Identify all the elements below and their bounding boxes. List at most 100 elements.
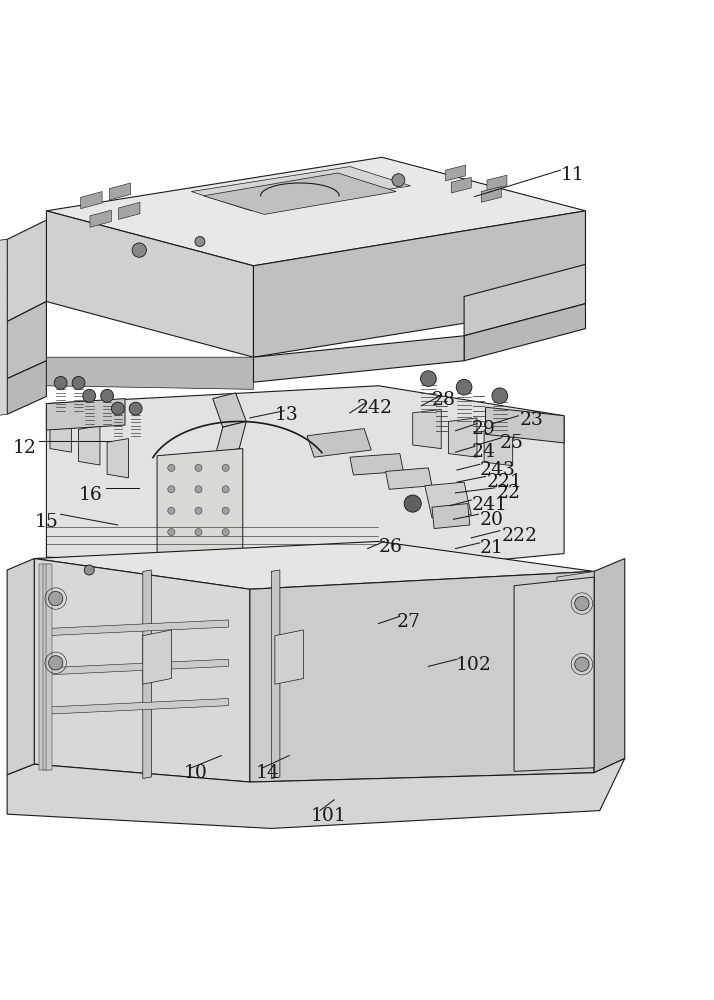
Text: 13: 13 [275,406,298,424]
Polygon shape [432,504,470,529]
Polygon shape [250,571,594,782]
Polygon shape [0,316,7,323]
Text: 23: 23 [520,411,543,429]
Polygon shape [0,239,7,418]
Polygon shape [594,559,625,773]
Polygon shape [157,449,243,557]
Circle shape [222,464,229,471]
Polygon shape [191,167,411,211]
Polygon shape [39,564,45,770]
Polygon shape [0,310,7,317]
Text: 102: 102 [456,656,491,674]
Text: 222: 222 [501,527,537,545]
Circle shape [195,507,202,514]
Circle shape [392,174,405,187]
Polygon shape [119,202,140,219]
Text: 25: 25 [500,434,524,452]
Polygon shape [0,304,7,311]
Text: 27: 27 [396,613,421,631]
Polygon shape [7,758,625,828]
Text: 243: 243 [480,461,516,479]
Circle shape [195,237,205,247]
Polygon shape [46,620,228,636]
Polygon shape [46,659,228,675]
Polygon shape [307,429,371,457]
Polygon shape [43,564,49,770]
Circle shape [195,464,202,471]
Text: 12: 12 [13,439,36,457]
Polygon shape [425,482,471,518]
Polygon shape [557,571,594,649]
Polygon shape [34,541,594,589]
Polygon shape [350,454,403,475]
Circle shape [492,388,508,404]
Text: 24: 24 [471,443,496,461]
Circle shape [421,371,436,386]
Circle shape [222,507,229,514]
Text: 221: 221 [487,473,523,491]
Polygon shape [0,269,7,276]
Polygon shape [143,630,171,684]
Polygon shape [90,210,111,227]
Polygon shape [34,559,250,782]
Circle shape [101,389,114,402]
Text: 10: 10 [184,764,208,782]
Circle shape [111,402,124,415]
Polygon shape [0,239,7,246]
Polygon shape [46,357,253,389]
Polygon shape [7,220,46,322]
Text: 22: 22 [496,484,521,502]
Polygon shape [0,286,7,293]
Polygon shape [203,173,396,214]
Polygon shape [46,698,228,714]
Polygon shape [81,192,102,209]
Polygon shape [486,407,564,443]
Circle shape [49,591,63,606]
Text: 16: 16 [79,486,102,504]
Circle shape [404,495,421,512]
Polygon shape [448,418,477,457]
Circle shape [222,486,229,493]
Polygon shape [0,292,7,299]
Polygon shape [253,211,585,357]
Circle shape [168,464,175,471]
Text: 242: 242 [357,399,393,417]
Polygon shape [464,304,585,361]
Polygon shape [7,361,46,414]
Polygon shape [481,187,501,202]
Polygon shape [386,468,432,489]
Circle shape [168,529,175,536]
Polygon shape [216,421,246,454]
Circle shape [54,376,67,389]
Circle shape [49,656,63,670]
Polygon shape [484,426,513,466]
Text: 101: 101 [311,807,346,825]
Polygon shape [213,393,246,427]
Circle shape [168,486,175,493]
Text: 20: 20 [480,511,504,529]
Circle shape [83,389,96,402]
Polygon shape [0,245,7,252]
Circle shape [72,376,85,389]
Polygon shape [107,439,129,478]
Text: 241: 241 [471,496,507,514]
Polygon shape [46,386,564,571]
Circle shape [195,529,202,536]
Polygon shape [275,630,303,684]
Text: 28: 28 [432,391,456,409]
Circle shape [575,657,589,671]
Text: 26: 26 [378,538,402,556]
Circle shape [132,243,146,257]
Polygon shape [46,157,585,266]
Text: 11: 11 [560,166,584,184]
Circle shape [84,565,94,575]
Polygon shape [109,183,131,200]
Polygon shape [0,257,7,264]
Circle shape [456,379,472,395]
Polygon shape [143,570,151,778]
Polygon shape [0,275,7,282]
Polygon shape [0,251,7,258]
Circle shape [129,402,142,415]
Polygon shape [271,570,280,778]
Text: 15: 15 [34,513,58,531]
